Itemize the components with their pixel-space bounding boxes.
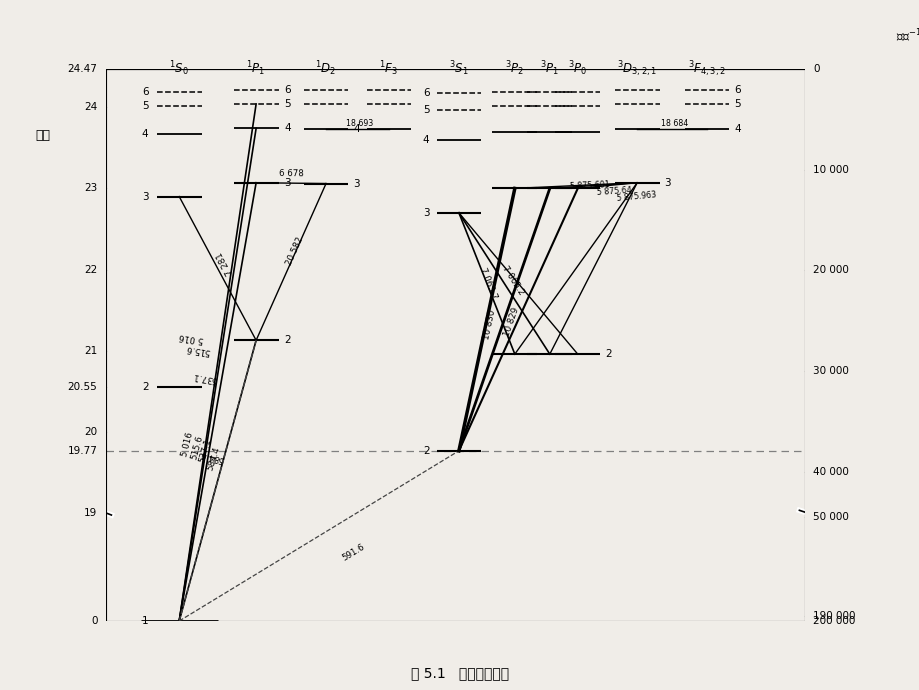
Text: 20 000: 20 000: [812, 266, 848, 275]
Text: 50 000: 50 000: [812, 513, 848, 522]
Text: 23: 23: [84, 184, 97, 193]
Text: 10 830: 10 830: [482, 309, 496, 341]
Text: 21: 21: [84, 346, 97, 356]
Text: 6: 6: [733, 85, 740, 95]
Text: 20.55: 20.55: [68, 382, 97, 393]
Text: $^1S_0$: $^1S_0$: [169, 59, 189, 79]
Text: $^1F_3$: $^1F_3$: [379, 59, 398, 79]
Text: 19: 19: [84, 509, 97, 518]
Text: 18 684: 18 684: [660, 119, 687, 128]
Text: 2: 2: [423, 446, 429, 456]
Text: 6 678: 6 678: [278, 168, 303, 178]
Text: 7 281: 7 281: [215, 250, 234, 276]
Text: 6: 6: [142, 87, 148, 97]
Text: 10 829: 10 829: [502, 306, 520, 338]
Text: 537.1: 537.1: [198, 437, 212, 464]
Text: 515.6: 515.6: [189, 435, 204, 461]
Text: 3: 3: [353, 179, 359, 188]
Text: $^3F_{4,3,2}$: $^3F_{4,3,2}$: [687, 59, 725, 79]
Text: 24.47: 24.47: [67, 64, 97, 74]
Text: $^3P_1$: $^3P_1$: [539, 59, 559, 79]
Text: 40 000: 40 000: [812, 467, 848, 477]
Text: 3: 3: [423, 208, 429, 218]
Text: 24: 24: [84, 102, 97, 112]
Text: 3: 3: [664, 178, 670, 188]
Text: 3: 3: [142, 192, 148, 201]
Text: 591.6: 591.6: [341, 542, 367, 562]
Text: 5 875.64: 5 875.64: [596, 186, 631, 197]
Text: 30 000: 30 000: [812, 366, 848, 376]
Text: 6: 6: [423, 88, 429, 99]
Text: 200 000: 200 000: [812, 616, 855, 626]
Text: $^3S_1$: $^3S_1$: [448, 59, 468, 79]
Text: 4: 4: [353, 124, 359, 134]
Text: 537.1: 537.1: [192, 371, 218, 384]
Text: 4: 4: [733, 124, 740, 134]
Text: 5: 5: [423, 105, 429, 115]
Text: 3: 3: [284, 178, 290, 188]
Text: 5 875.963: 5 875.963: [616, 190, 656, 203]
Text: 5: 5: [284, 99, 290, 109]
Text: 7 065.2: 7 065.2: [500, 264, 525, 297]
Text: 20 582: 20 582: [284, 235, 304, 266]
Text: 0: 0: [91, 616, 97, 626]
Text: 515.6: 515.6: [185, 344, 210, 356]
Text: 10 000: 10 000: [812, 165, 848, 175]
Text: 2: 2: [284, 335, 290, 345]
Text: 5 016: 5 016: [178, 331, 204, 344]
Text: 18 693: 18 693: [346, 119, 373, 128]
Text: 4: 4: [284, 124, 290, 133]
Text: 5: 5: [142, 101, 148, 111]
Text: 5 875.601: 5 875.601: [569, 180, 609, 191]
Text: 4: 4: [142, 129, 148, 139]
Text: 2: 2: [605, 349, 611, 359]
Text: 19.77: 19.77: [67, 446, 97, 456]
Text: $^3P_0$: $^3P_0$: [567, 59, 587, 79]
Text: 4: 4: [423, 135, 429, 146]
Text: $^1P_1$: $^1P_1$: [246, 59, 266, 79]
Text: 2: 2: [142, 382, 148, 393]
Text: 5 016: 5 016: [180, 432, 195, 458]
Text: 1: 1: [142, 616, 148, 626]
Text: $^3D_{3,2,1}$: $^3D_{3,2,1}$: [617, 59, 656, 79]
Text: 22: 22: [84, 265, 97, 275]
Text: 5: 5: [733, 99, 740, 109]
Text: 6: 6: [284, 85, 290, 95]
Text: 0: 0: [812, 64, 819, 74]
Text: $^3P_2$: $^3P_2$: [505, 59, 524, 79]
Text: 190 000: 190 000: [812, 611, 855, 621]
Text: $^1D_2$: $^1D_2$: [315, 59, 336, 79]
Text: 图 5.1   氦原子能级图: 图 5.1 氦原子能级图: [411, 666, 508, 680]
Text: 厘米$^{-1}$: 厘米$^{-1}$: [895, 28, 919, 44]
Text: 伏特: 伏特: [35, 129, 51, 141]
Text: 584.4: 584.4: [199, 448, 224, 464]
Text: 20: 20: [85, 427, 97, 437]
Text: 584.4: 584.4: [206, 446, 222, 472]
Text: 7 065.7: 7 065.7: [478, 266, 498, 300]
